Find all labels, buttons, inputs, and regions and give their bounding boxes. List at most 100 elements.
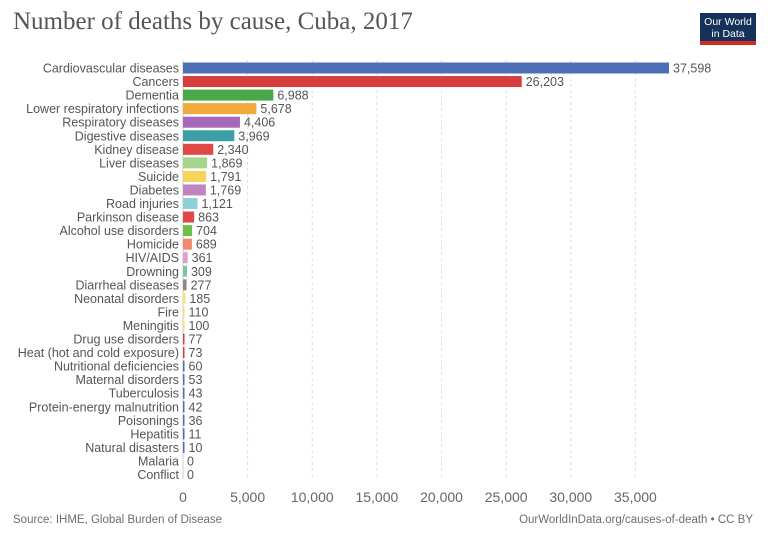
bar [183, 374, 185, 386]
value-label: 37,598 [673, 62, 711, 76]
category-label: Road injuries [106, 197, 179, 211]
bar [183, 292, 186, 304]
bar [183, 319, 185, 331]
bar [183, 184, 206, 196]
category-label: Liver diseases [99, 156, 179, 170]
bar [183, 306, 185, 318]
value-label: 110 [189, 305, 209, 319]
category-label: Digestive diseases [75, 129, 179, 143]
value-label: 11 [189, 427, 202, 441]
value-label: 689 [196, 238, 217, 252]
bar [183, 252, 188, 264]
category-label: Cardiovascular diseases [43, 62, 179, 76]
value-label: 704 [196, 224, 217, 238]
bar [183, 387, 185, 399]
x-tick-label: 35,000 [614, 489, 657, 505]
value-label: 1,791 [210, 170, 241, 184]
value-label: 6,988 [277, 89, 308, 103]
value-label: 36 [189, 414, 203, 428]
logo-accent-bar [700, 41, 756, 45]
value-label: 1,769 [210, 183, 241, 197]
category-label: Protein-energy malnutrition [29, 400, 179, 414]
category-label: Cancers [132, 75, 179, 89]
bar [183, 225, 193, 237]
bar [183, 279, 187, 291]
value-label: 1,121 [201, 197, 232, 211]
value-label: 4,406 [244, 116, 275, 130]
category-label: Heat (hot and cold exposure) [18, 346, 179, 360]
bar [183, 76, 522, 88]
x-tick-label: 25,000 [485, 489, 528, 505]
value-label: 42 [189, 400, 203, 414]
category-label: HIV/AIDS [126, 251, 180, 265]
value-label: 361 [192, 251, 213, 265]
category-label: Maternal disorders [75, 373, 179, 387]
bar [183, 62, 669, 74]
category-label: Malaria [138, 454, 179, 468]
value-label: 100 [189, 319, 210, 333]
value-label: 185 [189, 292, 210, 306]
category-label: Kidney disease [94, 143, 179, 157]
category-label: Meningitis [123, 319, 179, 333]
category-label: Neonatal disorders [74, 292, 179, 306]
value-label: 77 [189, 333, 203, 347]
x-tick-label: 20,000 [420, 489, 463, 505]
category-label: Drowning [126, 265, 179, 279]
value-label: 277 [191, 278, 212, 292]
value-label: 10 [189, 441, 203, 455]
bar [183, 211, 195, 223]
bar [183, 170, 207, 182]
category-label: Fire [157, 305, 179, 319]
bar [183, 441, 185, 453]
x-tick-label: 0 [179, 489, 187, 505]
category-label: Drug use disorders [73, 333, 179, 347]
category-label: Tuberculosis [109, 387, 179, 401]
value-label: 60 [189, 360, 203, 374]
owid-logo[interactable]: Our World in Data [700, 13, 756, 45]
value-label: 5,678 [260, 102, 291, 116]
category-label: Diabetes [130, 183, 179, 197]
category-label: Homicide [127, 238, 179, 252]
logo-line-1: Our World [704, 16, 752, 28]
category-label: Suicide [138, 170, 179, 184]
bar [183, 157, 208, 169]
value-label: 43 [189, 387, 203, 401]
x-tick-label: 10,000 [291, 489, 334, 505]
value-label: 73 [189, 346, 203, 360]
bar [183, 116, 240, 128]
value-label: 1,869 [211, 156, 242, 170]
value-label: 0 [187, 468, 194, 482]
bar [183, 103, 257, 115]
category-label: Hepatitis [130, 427, 179, 441]
value-label: 863 [198, 211, 219, 225]
bar [183, 89, 274, 101]
source-note: Source: IHME, Global Burden of Disease [13, 514, 223, 526]
bar [183, 333, 185, 345]
value-label: 3,969 [238, 129, 269, 143]
bar [183, 428, 185, 440]
category-label: Dementia [126, 89, 180, 103]
bar [183, 130, 235, 142]
category-label: Respiratory diseases [62, 116, 179, 130]
bar [183, 401, 185, 413]
category-label: Nutritional deficiencies [54, 360, 179, 374]
value-label: 309 [191, 265, 212, 279]
bar [183, 360, 185, 372]
category-label: Alcohol use disorders [59, 224, 179, 238]
credit-link[interactable]: OurWorldInData.org/causes-of-death • CC … [519, 514, 753, 526]
category-label: Diarrheal diseases [75, 278, 179, 292]
category-label: Parkinson disease [77, 211, 179, 225]
value-label: 53 [189, 373, 203, 387]
x-tick-label: 15,000 [355, 489, 398, 505]
x-tick-label: 30,000 [549, 489, 592, 505]
chart-title: Number of deaths by cause, Cuba, 2017 [13, 8, 413, 35]
category-label: Lower respiratory infections [26, 102, 179, 116]
bar [183, 238, 192, 250]
logo-line-2: in Data [711, 28, 745, 40]
bar [183, 143, 214, 155]
value-label: 2,340 [217, 143, 248, 157]
bar [183, 347, 185, 359]
category-label: Natural disasters [85, 441, 179, 455]
bar [183, 265, 187, 277]
